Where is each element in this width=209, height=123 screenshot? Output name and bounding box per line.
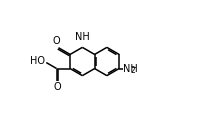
Text: HO: HO [30, 56, 45, 66]
Text: NH: NH [124, 64, 138, 74]
Text: O: O [54, 82, 61, 92]
Text: O: O [53, 36, 60, 46]
Text: 2: 2 [130, 66, 135, 75]
Text: NH: NH [75, 32, 90, 42]
